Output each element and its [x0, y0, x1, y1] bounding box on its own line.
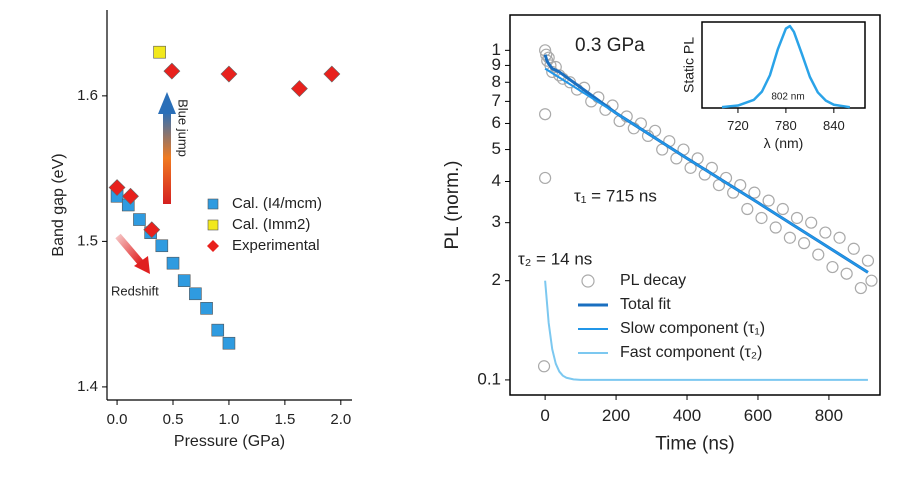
- y-tick-label: 1.6: [77, 87, 98, 104]
- circle-marker: [847, 242, 860, 255]
- fit-line: [544, 67, 869, 274]
- y-tick-label: 1.5: [77, 232, 98, 249]
- y-tick-label: 9: [492, 55, 501, 74]
- x-tick-label: 400: [673, 406, 701, 425]
- circle-marker: [865, 274, 878, 287]
- square-marker: [189, 287, 202, 301]
- x-tick-label: 840: [823, 118, 845, 133]
- x-axis-label: λ (nm): [764, 135, 804, 151]
- diamond-marker: [220, 65, 238, 83]
- circle-marker: [805, 216, 818, 229]
- square-marker: [133, 213, 146, 226]
- y-tick-label: 8: [492, 72, 501, 91]
- diamond-marker: [143, 221, 161, 239]
- redshift-arrow: [115, 233, 144, 266]
- circle-marker: [833, 231, 846, 244]
- plot-frame: [509, 14, 881, 396]
- x-tick-label: 800: [815, 406, 843, 425]
- fit-line: [544, 280, 868, 381]
- x-tick-label: 0.0: [107, 411, 128, 428]
- plot-frame: [701, 21, 866, 109]
- y-tick-label: 3: [492, 212, 501, 231]
- y-axis-label: Static PL: [681, 37, 697, 93]
- y-tick-label: 4: [492, 171, 501, 190]
- circle-marker: [790, 211, 804, 225]
- blue-jump-arrow: [163, 112, 171, 204]
- diamond-marker: [290, 80, 308, 98]
- x-tick-label: 720: [727, 118, 749, 133]
- circle-marker: [537, 360, 551, 373]
- square-marker: [200, 302, 213, 315]
- circle-marker: [762, 194, 775, 207]
- square-marker: [211, 323, 225, 337]
- x-tick-label: 0.5: [163, 411, 184, 428]
- x-tick-label: 200: [602, 406, 630, 425]
- annotation: 802 nm: [771, 92, 804, 103]
- y-tick-label: 1.4: [77, 378, 98, 395]
- annotation: τ₂ = 14 ns: [518, 249, 592, 268]
- fit-line: [721, 24, 851, 109]
- circle-marker: [861, 254, 875, 267]
- diamond-marker: [108, 179, 126, 196]
- y-tick-label: 7: [492, 91, 501, 110]
- x-tick-label: 1.0: [219, 411, 240, 428]
- square-marker: [177, 274, 191, 287]
- circle-marker: [854, 281, 867, 295]
- y-axis-label: Band gap (eV): [50, 153, 67, 256]
- circle-marker: [755, 211, 768, 225]
- square-marker: [153, 45, 166, 59]
- y-tick-label: 1: [492, 40, 501, 59]
- diamond-marker: [122, 187, 139, 205]
- legend-circle: [581, 274, 595, 288]
- annotation: Blue jump: [176, 99, 191, 157]
- legend-label: Slow component (τ₁): [620, 320, 765, 337]
- circle-marker: [797, 237, 811, 250]
- legend-label: Cal. (I4/mcm): [232, 195, 322, 212]
- square-marker: [166, 256, 180, 270]
- circle-marker: [819, 226, 832, 239]
- circle-marker: [539, 171, 552, 185]
- annotation: Redshift: [111, 283, 159, 298]
- circle-marker: [826, 260, 839, 274]
- y-tick-label: 0.1: [477, 369, 501, 388]
- legend-label: PL decay: [620, 272, 686, 289]
- legend-label: Total fit: [620, 296, 671, 313]
- blue-jump-arrowhead: [158, 92, 176, 114]
- annotation: τ₁ = 715 ns: [574, 186, 657, 205]
- y-tick-label: 5: [492, 139, 501, 158]
- x-axis-label: Time (ns): [655, 433, 735, 454]
- legend-square: [207, 219, 219, 231]
- x-axis-label: Pressure (GPa): [174, 433, 285, 450]
- circle-marker: [776, 202, 789, 216]
- circle-marker: [748, 186, 761, 199]
- y-axis-label: PL (norm.): [442, 160, 463, 249]
- circle-marker: [769, 221, 782, 234]
- circle-marker: [741, 202, 754, 216]
- diamond-marker: [323, 65, 341, 83]
- x-tick-label: 600: [744, 406, 772, 425]
- x-tick-label: 1.5: [274, 411, 295, 428]
- legend-label: Fast component (τ₂): [620, 344, 762, 361]
- circle-marker: [840, 267, 853, 280]
- x-tick-label: 780: [775, 118, 797, 133]
- legend-label: Experimental: [232, 237, 320, 254]
- legend-square: [207, 198, 219, 210]
- panel-title: 0.3 GPa: [575, 35, 645, 56]
- circle-marker: [812, 248, 825, 261]
- legend-diamond: [207, 240, 219, 252]
- y-tick-label: 6: [492, 113, 501, 132]
- diamond-marker: [163, 62, 181, 80]
- x-tick-label: 0: [540, 406, 549, 425]
- y-tick-label: 2: [492, 270, 501, 289]
- redshift-arrowhead: [134, 256, 150, 274]
- x-tick-label: 2.0: [330, 411, 351, 428]
- legend-label: Cal. (Imm2): [232, 216, 310, 233]
- circle-marker: [783, 231, 796, 244]
- square-marker: [155, 239, 169, 253]
- circle-marker: [539, 108, 552, 121]
- square-marker: [222, 336, 236, 350]
